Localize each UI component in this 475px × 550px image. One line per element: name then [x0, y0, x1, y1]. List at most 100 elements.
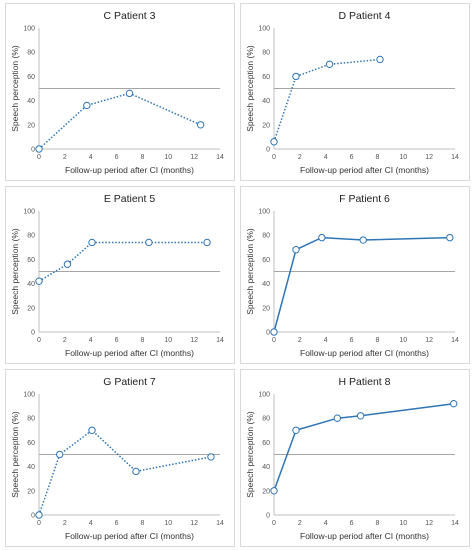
x-tick-label: 10	[399, 337, 407, 344]
chart-title: C Patient 3	[104, 10, 156, 22]
data-point	[55, 450, 64, 459]
y-tick-label: 40	[262, 281, 270, 288]
chart-title: F Patient 6	[339, 193, 390, 205]
x-tick-label: 4	[324, 337, 328, 344]
chart-title: G Patient 7	[103, 376, 156, 388]
data-point	[292, 426, 300, 434]
y-tick-label: 40	[262, 98, 270, 105]
x-axis-label: Follow-up period after CI (months)	[300, 531, 429, 541]
chart-panel-patient-5: E Patient 5 0 20 40 60 80 100 0 2 4 6 8 10 12 14 Follow…	[5, 186, 235, 364]
x-tick-label: 10	[164, 520, 172, 527]
y-axis-label: Speech perception (%)	[10, 45, 20, 132]
x-tick-label: 14	[216, 520, 224, 527]
x-tick-label: 4	[89, 154, 93, 161]
chart-panel-patient-4: D Patient 4 0 20 40 60 80 100 0 2 4 6 8 10 12 14 Follow…	[240, 3, 470, 181]
y-tick-label: 0	[266, 147, 270, 154]
y-tick-label: 80	[262, 50, 270, 57]
x-axis-label: Follow-up period after CI (months)	[65, 165, 194, 175]
y-tick-label: 0	[266, 330, 270, 337]
y-tick-label: 60	[27, 440, 35, 447]
y-axis-label: Speech perception (%)	[245, 411, 255, 498]
y-tick-label: 100	[23, 209, 35, 216]
chart-svg: H Patient 8 0 20 40 60 80 100 0 2 4 6 8 10 12 14 Follow…	[245, 376, 459, 541]
x-tick-label: 14	[216, 337, 224, 344]
data-point	[83, 101, 91, 110]
y-tick-label: 20	[262, 305, 270, 312]
x-axis-label: Follow-up period after CI (months)	[65, 531, 194, 541]
y-tick-label: 60	[262, 74, 270, 81]
y-axis-label: Speech perception (%)	[10, 228, 20, 315]
chart-svg: D Patient 4 0 20 40 60 80 100 0 2 4 6 8 10 12 14 Follow…	[245, 10, 459, 175]
x-tick-label: 12	[425, 154, 433, 161]
data-point	[270, 138, 278, 146]
x-axis-label: Follow-up period after CI (months)	[65, 348, 194, 358]
y-tick-label: 20	[262, 122, 270, 129]
data-point	[446, 233, 454, 242]
y-axis-label: Speech perception (%)	[245, 228, 255, 315]
x-tick-label: 4	[324, 154, 328, 161]
y-tick-label: 80	[262, 233, 270, 240]
x-tick-label: 12	[190, 154, 198, 161]
x-tick-label: 4	[324, 520, 328, 527]
x-tick-label: 0	[37, 520, 41, 527]
chart-svg: E Patient 5 0 20 40 60 80 100 0 2 4 6 8 10 12 14 Follow…	[10, 193, 224, 358]
x-tick-label: 4	[89, 337, 93, 344]
y-tick-label: 20	[27, 122, 35, 129]
y-tick-label: 20	[262, 488, 270, 495]
y-tick-label: 40	[27, 464, 35, 471]
x-tick-label: 6	[115, 520, 119, 527]
y-tick-label: 60	[262, 257, 270, 264]
chart-panel-patient-7: G Patient 7 0 20 40 60 80 100 0 2 4 6 8 10 12 14 Follow…	[5, 369, 235, 547]
chart-svg: F Patient 6 0 20 40 60 80 100 0 2 4 6 8 10 12 14 Follow…	[245, 193, 459, 358]
y-tick-label: 80	[262, 416, 270, 423]
data-point	[333, 414, 342, 422]
x-tick-label: 2	[63, 520, 67, 527]
data-point	[359, 236, 367, 244]
x-tick-label: 8	[140, 154, 144, 161]
y-tick-label: 40	[27, 98, 35, 105]
data-point	[270, 328, 278, 336]
y-tick-label: 80	[27, 50, 35, 57]
y-tick-label: 0	[31, 147, 35, 154]
x-axis-label: Follow-up period after CI (months)	[300, 165, 429, 175]
chart-title: E Patient 5	[104, 193, 156, 205]
x-tick-label: 8	[140, 520, 144, 527]
y-tick-label: 40	[27, 281, 35, 288]
series-line	[273, 236, 450, 333]
chart-panel-patient-6: F Patient 6 0 20 40 60 80 100 0 2 4 6 8 10 12 14 Follow…	[240, 186, 470, 364]
y-tick-label: 100	[258, 209, 270, 216]
y-tick-label: 100	[258, 26, 270, 33]
data-point	[325, 60, 334, 68]
data-point	[292, 72, 300, 81]
x-tick-label: 14	[451, 520, 459, 527]
x-axis-label: Follow-up period after CI (months)	[300, 348, 429, 358]
data-point	[125, 89, 134, 98]
data-point	[35, 145, 43, 153]
data-point	[356, 412, 365, 420]
y-tick-label: 0	[31, 330, 35, 337]
y-tick-label: 80	[27, 233, 35, 240]
chart-svg: G Patient 7 0 20 40 60 80 100 0 2 4 6 8 10 12 14 Follow…	[10, 376, 224, 541]
x-tick-label: 8	[140, 337, 144, 344]
y-tick-label: 100	[23, 392, 35, 399]
y-axis-label: Speech perception (%)	[245, 45, 255, 132]
y-axis-label: Speech perception (%)	[10, 411, 20, 498]
data-point	[132, 467, 140, 476]
data-point	[145, 238, 153, 247]
y-tick-label: 60	[27, 257, 35, 264]
data-point	[35, 511, 43, 519]
x-tick-label: 2	[298, 154, 302, 161]
data-point	[203, 238, 211, 247]
y-tick-label: 0	[266, 513, 270, 520]
y-tick-label: 40	[262, 464, 270, 471]
chart-title: H Patient 8	[339, 376, 391, 388]
x-tick-label: 2	[298, 520, 302, 527]
chart-svg: C Patient 3 0 20 40 60 80 100 0 2 4 6 8 10 12 14 Follow…	[10, 10, 224, 175]
x-tick-label: 10	[164, 154, 172, 161]
data-point	[292, 246, 300, 254]
y-tick-label: 20	[27, 305, 35, 312]
x-tick-label: 12	[190, 520, 198, 527]
x-tick-label: 0	[272, 337, 276, 344]
x-tick-label: 14	[216, 154, 224, 161]
x-tick-label: 10	[164, 337, 172, 344]
